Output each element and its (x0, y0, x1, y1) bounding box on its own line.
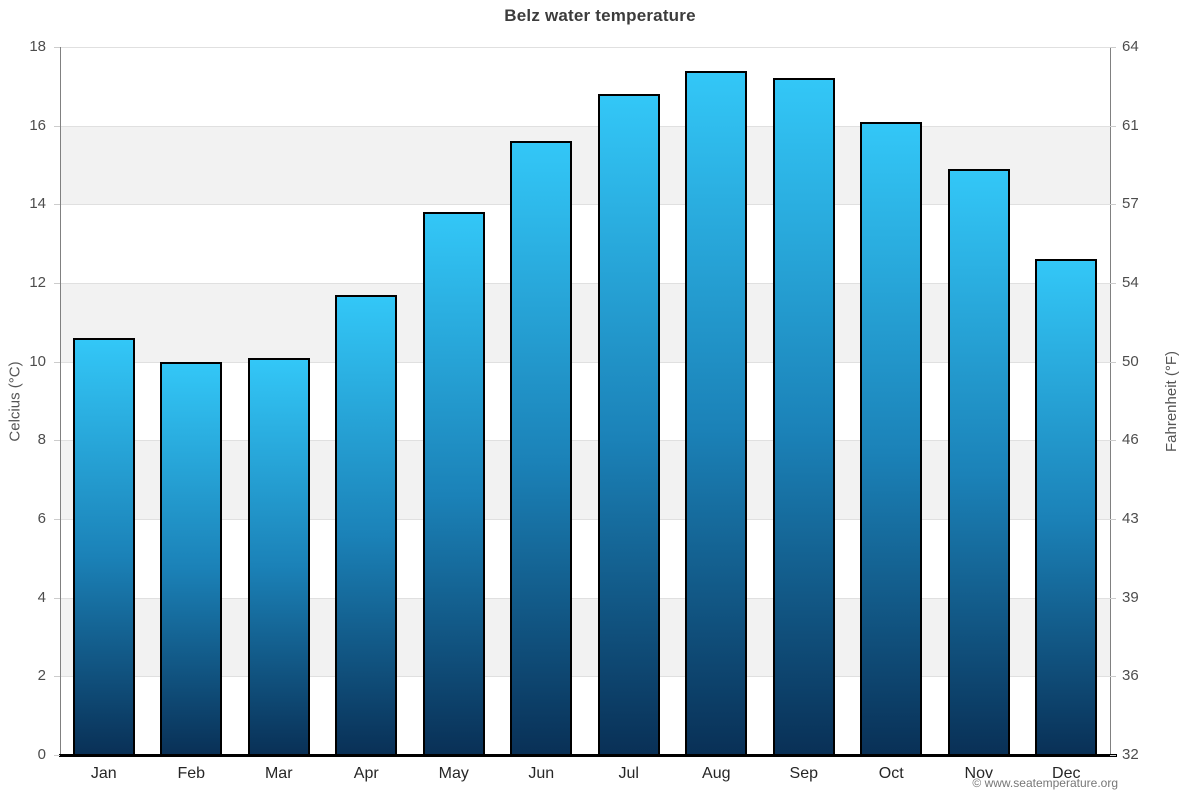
x-axis-label-apr: Apr (353, 765, 379, 782)
gridline (60, 361, 1110, 363)
gridline (60, 676, 1110, 678)
y-tick-label-fahrenheit: 57 (1122, 195, 1139, 213)
tick-mark-right (1110, 519, 1116, 520)
y-tick-label-fahrenheit: 61 (1122, 116, 1139, 134)
bar-dec[interactable] (1035, 259, 1098, 755)
x-axis-label-jun: Jun (528, 765, 555, 782)
tick-mark-left (54, 204, 60, 206)
x-axis-label-jan: Jan (90, 765, 117, 782)
tick-mark-right (1110, 361, 1116, 363)
bar-jan[interactable] (72, 338, 135, 755)
tick-mark-left (54, 440, 60, 442)
y-tick-label-celsius: 6 (37, 510, 46, 527)
plot-band (60, 440, 1110, 519)
tick-mark-right (1110, 204, 1116, 206)
plot-band (60, 519, 1110, 598)
plot-band (60, 597, 1110, 677)
y-tick-label-fahrenheit: 54 (1122, 274, 1139, 291)
plot-band (60, 361, 1110, 441)
tick-mark-left (54, 125, 60, 127)
bar-jul[interactable] (597, 94, 660, 755)
y-tick-label-fahrenheit: 39 (1122, 588, 1139, 606)
bar-oct[interactable] (860, 121, 923, 755)
x-axis-label-sep: Sep (789, 765, 818, 782)
y-tick-label-fahrenheit: 43 (1122, 510, 1139, 527)
y-tick-label-fahrenheit: 32 (1122, 746, 1139, 763)
y-axis-title-celsius: Celcius (°C) (6, 360, 24, 442)
gridline (60, 125, 1110, 127)
tick-mark-right (1110, 597, 1116, 599)
gridline (60, 597, 1110, 599)
tick-mark-right (1110, 440, 1116, 442)
y-tick-label-celsius: 12 (29, 274, 46, 291)
tick-mark-left (54, 597, 60, 599)
tick-mark-left (54, 283, 60, 284)
tick-mark-left (54, 676, 60, 678)
bar-mar[interactable] (247, 357, 310, 755)
tick-mark-left (54, 361, 60, 363)
bar-apr[interactable] (335, 294, 398, 755)
plot-band (60, 283, 1110, 362)
tick-mark-right (1110, 755, 1116, 756)
y-tick-label-fahrenheit: 46 (1122, 431, 1139, 449)
y-tick-label-celsius: 16 (29, 116, 46, 134)
watermark-credit: © www.seatemperature.org (972, 776, 1118, 790)
gridline (60, 440, 1110, 442)
bar-sep[interactable] (772, 78, 835, 755)
x-axis-line (59, 754, 1117, 757)
y-tick-label-celsius: 0 (37, 746, 46, 763)
gridline (60, 47, 1110, 48)
bar-may[interactable] (422, 212, 485, 755)
bar-jun[interactable] (510, 141, 573, 755)
bar-feb[interactable] (160, 361, 223, 755)
y-axis-line-right (1110, 47, 1111, 755)
plot-band (60, 47, 1110, 126)
tick-mark-left (54, 755, 60, 756)
y-tick-label-celsius: 10 (29, 352, 46, 370)
x-axis-label-aug: Aug (702, 765, 731, 782)
y-tick-label-celsius: 2 (37, 667, 46, 685)
y-tick-label-celsius: 4 (37, 588, 46, 606)
tick-mark-right (1110, 47, 1116, 48)
gridline (60, 519, 1110, 520)
tick-mark-right (1110, 283, 1116, 284)
gridline (60, 283, 1110, 284)
x-axis-label-may: May (438, 765, 469, 782)
y-axis-line-left (60, 47, 61, 755)
x-axis-label-oct: Oct (878, 765, 904, 782)
y-tick-label-celsius: 18 (29, 38, 46, 55)
x-axis-label-feb: Feb (177, 765, 206, 782)
tick-mark-right (1110, 676, 1116, 678)
plot-band (60, 204, 1110, 283)
y-tick-label-fahrenheit: 50 (1122, 352, 1139, 370)
gridline (60, 204, 1110, 206)
bar-aug[interactable] (685, 70, 748, 755)
bar-nov[interactable] (947, 168, 1010, 755)
chart-title: Belz water temperature (504, 6, 696, 25)
x-axis-label-jul: Jul (618, 765, 639, 782)
x-axis-label-dec: Dec (1052, 765, 1081, 782)
y-tick-label-fahrenheit: 36 (1122, 667, 1139, 685)
y-tick-label-celsius: 14 (29, 195, 46, 213)
y-tick-label-celsius: 8 (37, 431, 46, 449)
tick-mark-left (54, 47, 60, 48)
y-tick-label-fahrenheit: 64 (1122, 38, 1139, 55)
tick-mark-left (54, 519, 60, 520)
tick-mark-right (1110, 125, 1116, 127)
plot-band (60, 676, 1110, 755)
plot-area (60, 47, 1110, 755)
y-axis-title-fahrenheit: Fahrenheit (°F) (1163, 350, 1181, 452)
plot-band (60, 125, 1110, 205)
x-axis-label-mar: Mar (264, 765, 293, 782)
x-axis-label-nov: Nov (964, 765, 993, 782)
